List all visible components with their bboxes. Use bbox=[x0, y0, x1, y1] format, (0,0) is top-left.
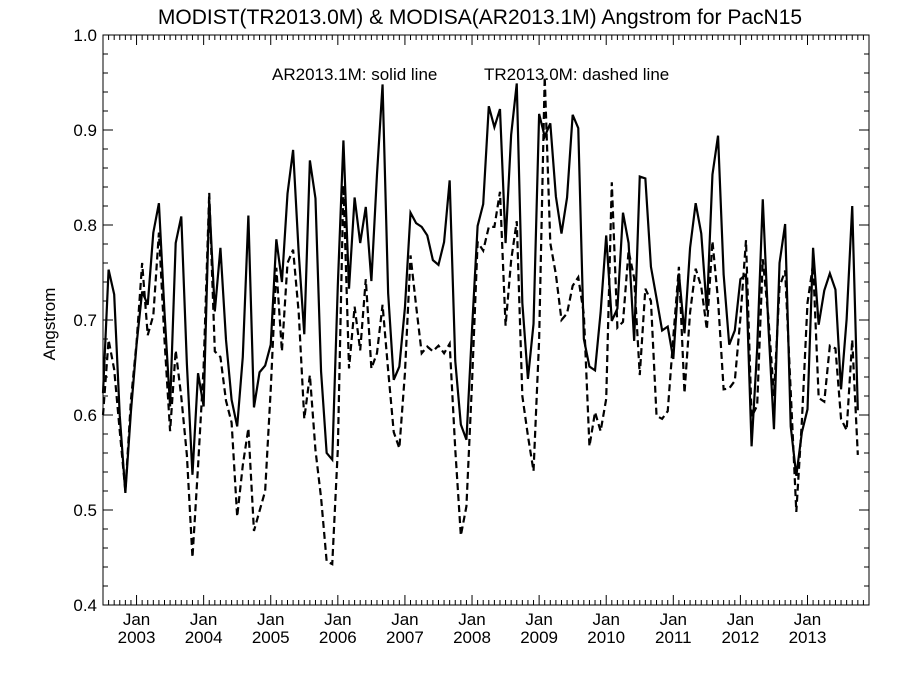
x-tick-label-month: Jan bbox=[190, 610, 217, 629]
x-tick-label-year: 2005 bbox=[252, 628, 290, 647]
series-line-solid bbox=[101, 83, 859, 493]
y-tick-label: 0.9 bbox=[73, 121, 97, 140]
series-line-dashed bbox=[101, 76, 859, 566]
y-tick-label: 1.0 bbox=[73, 26, 97, 45]
x-tick-label-month: Jan bbox=[525, 610, 552, 629]
x-tick-label-year: 2011 bbox=[655, 628, 692, 647]
x-tick-label-year: 2010 bbox=[587, 628, 625, 647]
x-tick-label-year: 2007 bbox=[386, 628, 424, 647]
y-tick-label: 0.6 bbox=[73, 406, 97, 425]
axes: 0.40.50.60.70.80.91.0Jan2003Jan2004Jan20… bbox=[73, 26, 870, 647]
legend-annotation-dashed-line: TR2013.0M: dashed line bbox=[484, 65, 669, 84]
x-tick-label-year: 2006 bbox=[319, 628, 357, 647]
x-tick-label-year: 2013 bbox=[789, 628, 827, 647]
x-tick-label-month: Jan bbox=[593, 610, 620, 629]
y-tick-label: 0.8 bbox=[73, 216, 97, 235]
x-tick-label-year: 2008 bbox=[453, 628, 491, 647]
y-tick-label: 0.5 bbox=[73, 501, 97, 520]
y-tick-label: 0.4 bbox=[73, 596, 97, 615]
y-tick-label: 0.7 bbox=[73, 311, 97, 330]
x-tick-label-year: 2003 bbox=[118, 628, 156, 647]
x-tick-label-month: Jan bbox=[123, 610, 150, 629]
x-tick-label-month: Jan bbox=[391, 610, 418, 629]
x-tick-label-month: Jan bbox=[794, 610, 821, 629]
plot-frame bbox=[102, 34, 870, 606]
x-tick-label-month: Jan bbox=[257, 610, 284, 629]
chart-title: MODIST(TR2013.0M) & MODISA(AR2013.1M) An… bbox=[158, 6, 802, 29]
legend-annotation-solid-line: AR2013.1M: solid line bbox=[272, 65, 437, 84]
x-tick-label-month: Jan bbox=[727, 610, 754, 629]
x-tick-label-month: Jan bbox=[324, 610, 351, 629]
x-tick-label-month: Jan bbox=[458, 610, 485, 629]
x-tick-label-month: Jan bbox=[660, 610, 687, 629]
y-axis-label: Angstrom bbox=[40, 288, 59, 361]
x-tick-label-year: 2012 bbox=[721, 628, 759, 647]
x-tick-label-year: 2004 bbox=[185, 628, 223, 647]
x-tick-label-year: 2009 bbox=[520, 628, 558, 647]
data-series bbox=[101, 76, 859, 566]
